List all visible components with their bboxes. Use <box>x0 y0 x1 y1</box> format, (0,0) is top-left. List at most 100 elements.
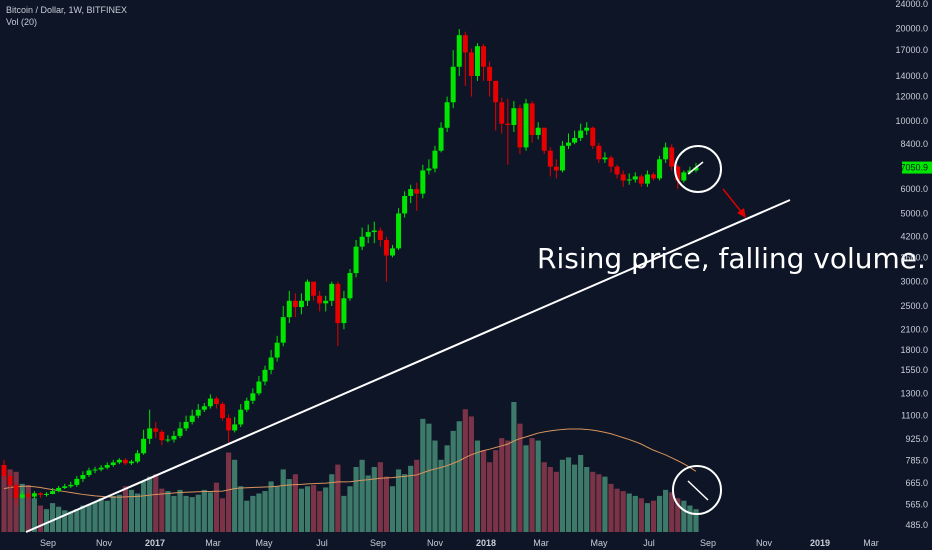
candle-body <box>450 66 456 103</box>
candle-body <box>62 486 68 488</box>
candle-body <box>201 406 207 410</box>
volume-bar <box>559 459 566 532</box>
volume-bar <box>317 491 323 532</box>
volume-bar <box>565 457 572 532</box>
candle-body <box>389 248 395 256</box>
candle-body <box>86 470 92 476</box>
candle-body <box>19 494 25 498</box>
volume-bar <box>219 498 226 532</box>
candle-body <box>262 369 268 382</box>
candle-body <box>481 46 487 67</box>
volume-bar <box>529 438 535 532</box>
candle-body <box>596 145 602 160</box>
volume-bar <box>80 505 86 532</box>
volume-bar <box>171 495 177 532</box>
volume-bar <box>511 402 517 532</box>
price-tick-label: 1100.0 <box>901 411 928 421</box>
candle-body <box>420 170 426 194</box>
candle-body <box>74 478 80 485</box>
candle-body <box>244 400 250 410</box>
price-tick-label: 2500.0 <box>900 301 928 311</box>
candle-body <box>13 484 19 498</box>
time-tick-label: Mar <box>205 538 221 548</box>
candle-body <box>159 431 165 441</box>
candle-body <box>663 147 669 160</box>
time-tick-label: Jul <box>316 538 328 548</box>
volume-bar <box>165 491 171 532</box>
candle-body <box>456 35 462 67</box>
candle-body <box>135 453 141 462</box>
candle-body <box>280 317 286 343</box>
candle-body <box>286 300 292 318</box>
red-arrow-head <box>737 208 746 218</box>
volume-bar <box>19 483 25 532</box>
volume-bar <box>487 462 493 532</box>
price-tick-label: 485.0 <box>905 520 928 530</box>
time-tick-label: Nov <box>96 538 113 548</box>
price-tick-label: 785.0 <box>905 456 928 466</box>
candle-body <box>213 398 219 405</box>
volume-bar <box>274 486 280 532</box>
volume-bar <box>650 500 657 532</box>
volume-bar <box>238 486 244 532</box>
chart-legend: Bitcoin / Dollar, 1W, BITFINEX Vol (20) <box>6 4 127 28</box>
time-tick-label: Nov <box>756 538 773 548</box>
volume-bar <box>134 493 141 532</box>
candle-body <box>292 300 298 308</box>
candle-body <box>505 123 511 125</box>
candle-body <box>329 283 335 301</box>
candle-body <box>50 491 56 494</box>
volume-bar <box>201 489 207 532</box>
volume-ma-line <box>3 428 697 498</box>
volume-bar <box>596 474 602 532</box>
volume-bar <box>195 494 201 532</box>
candle-body <box>298 300 304 308</box>
volume-bar <box>626 493 632 532</box>
volume-bar <box>693 509 699 532</box>
candle-body <box>68 484 74 487</box>
volume-bar <box>414 459 420 532</box>
volume-bar <box>335 464 341 532</box>
candle-body <box>341 298 347 324</box>
volume-bar <box>462 409 468 532</box>
candle-body <box>523 103 529 148</box>
candle-body <box>311 281 317 296</box>
candle-body <box>122 459 128 464</box>
volume-bar <box>189 497 195 532</box>
candle-body <box>110 462 116 466</box>
candle-body <box>632 176 638 180</box>
time-tick-label: Mar <box>533 538 549 548</box>
price-tick-label: 665.0 <box>905 478 928 488</box>
volume-bar <box>7 469 13 532</box>
time-tick-label: Nov <box>427 538 444 548</box>
price-tick-label: 3600.0 <box>900 252 928 262</box>
volume-bar <box>608 483 614 532</box>
volume-bar <box>280 469 286 532</box>
candle-body <box>195 409 201 416</box>
price-tick-label: 2100.0 <box>900 324 928 334</box>
volume-bar <box>432 440 438 532</box>
candle-body <box>644 174 650 184</box>
volume-bar <box>371 467 377 532</box>
volume-bar <box>1 474 7 532</box>
volume-bar <box>304 486 311 532</box>
candle-body <box>414 189 420 194</box>
volume-bar <box>110 495 116 532</box>
candle-body <box>493 80 499 103</box>
volume-bar <box>426 423 432 532</box>
candle-body <box>7 476 13 485</box>
volume-bar <box>420 418 426 532</box>
candle-body <box>669 147 675 167</box>
volume-bar <box>468 416 474 532</box>
volume-bar <box>632 495 638 532</box>
volume-bar <box>213 482 220 532</box>
volume-bar <box>298 488 305 532</box>
candle-body <box>353 246 359 274</box>
candle-body <box>189 415 195 422</box>
time-tick-label: May <box>590 538 608 548</box>
candle-body <box>177 428 183 436</box>
candle-body <box>468 52 474 76</box>
red-arrow-line <box>722 188 744 215</box>
candle-body <box>553 166 559 171</box>
